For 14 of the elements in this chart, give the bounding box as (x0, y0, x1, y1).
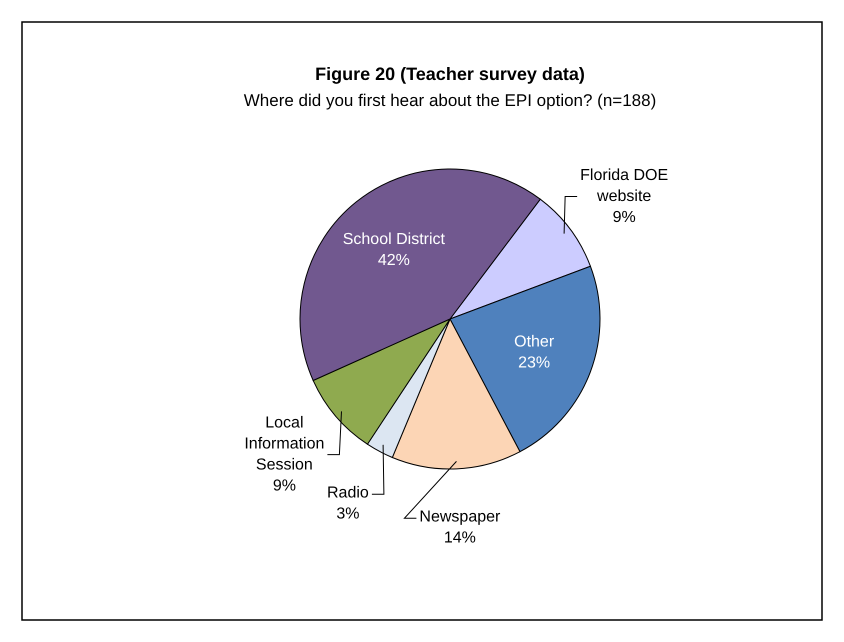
data-label: 14% (444, 529, 476, 546)
slice-label: Other (514, 333, 555, 350)
data-label: 9% (272, 478, 296, 495)
slice-label: Florida DOE website (580, 167, 668, 205)
chart-subtitle: Where did you first hear about the EPI option? (n=188) (244, 91, 656, 110)
slice-label: Local Information Session (244, 414, 324, 474)
data-label: 42% (378, 252, 410, 270)
data-label: 3% (336, 505, 360, 522)
data-label: 9% (612, 209, 636, 226)
slice-label: Radio (326, 484, 369, 502)
slice-label: Newspaper (419, 508, 501, 526)
slice-label: School District (342, 231, 446, 248)
chart-title: Figure 20 (Teacher survey data) (315, 64, 585, 84)
data-label: 23% (518, 354, 550, 372)
